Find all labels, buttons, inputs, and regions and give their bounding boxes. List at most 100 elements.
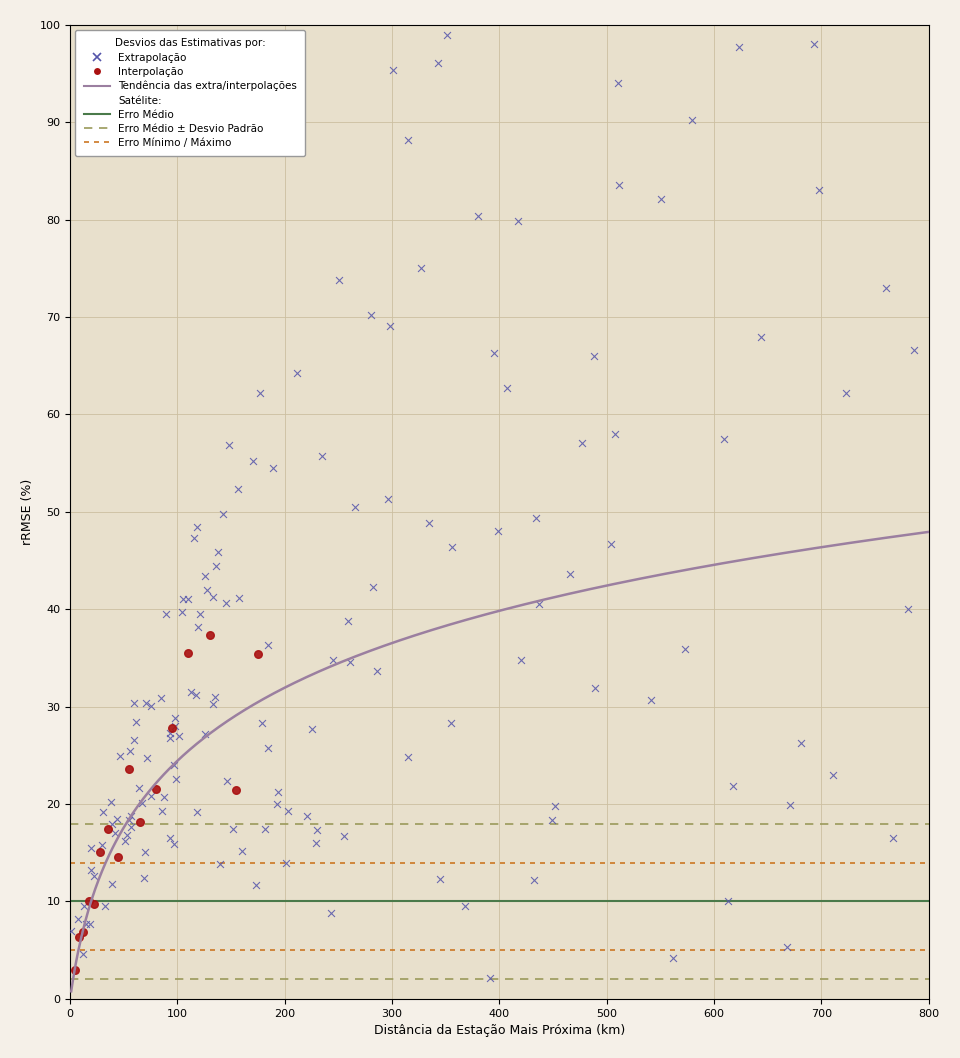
Point — [526, 872, 541, 889]
Point — [123, 808, 138, 825]
Point — [216, 505, 231, 522]
Point — [139, 750, 155, 767]
Point — [514, 652, 529, 669]
Point — [270, 796, 285, 813]
Point — [110, 849, 126, 865]
Point — [189, 687, 204, 704]
Point — [251, 645, 266, 662]
Point — [228, 782, 244, 799]
Point — [205, 695, 221, 712]
Point — [189, 519, 204, 536]
Point — [162, 829, 178, 846]
Point — [380, 491, 396, 508]
Point — [148, 781, 163, 798]
Point — [104, 794, 119, 810]
Point — [143, 698, 158, 715]
Point — [457, 897, 472, 914]
Point — [271, 784, 286, 801]
Point — [261, 740, 276, 756]
Point — [193, 606, 208, 623]
Legend: Extrapolação, Interpolação, Tendência das extra/interpolações, Satélite:, Erro M: Extrapolação, Interpolação, Tendência da… — [75, 30, 305, 157]
Point — [314, 448, 329, 464]
Point — [167, 710, 182, 727]
Point — [544, 811, 560, 828]
Point — [324, 905, 339, 922]
Point — [665, 949, 681, 966]
Point — [168, 771, 183, 788]
Point — [208, 558, 224, 574]
Point — [166, 835, 181, 852]
Point — [260, 637, 276, 654]
Point — [439, 26, 454, 43]
Point — [563, 565, 578, 582]
Point — [82, 892, 97, 909]
Point — [633, 7, 648, 24]
Point — [245, 452, 260, 469]
Point — [252, 384, 268, 401]
Point — [575, 434, 590, 451]
Point — [198, 726, 213, 743]
Point — [491, 523, 506, 540]
Point — [444, 539, 460, 555]
Point — [444, 715, 459, 732]
Point — [175, 604, 190, 621]
Point — [97, 898, 112, 915]
Point — [126, 694, 141, 711]
Point — [230, 480, 246, 497]
X-axis label: Distância da Estação Mais Próxima (km): Distância da Estação Mais Próxima (km) — [373, 1024, 625, 1037]
Point — [726, 778, 741, 795]
Point — [483, 970, 498, 987]
Point — [162, 725, 178, 742]
Point — [720, 892, 735, 909]
Point — [225, 820, 240, 837]
Point — [432, 871, 447, 888]
Point — [172, 728, 187, 745]
Point — [839, 384, 854, 401]
Point — [340, 613, 355, 630]
Point — [257, 821, 273, 838]
Point — [156, 789, 172, 806]
Point — [92, 843, 108, 860]
Point — [364, 307, 379, 324]
Point — [528, 510, 543, 527]
Point — [186, 530, 202, 547]
Point — [280, 803, 296, 820]
Point — [266, 459, 281, 476]
Point — [124, 819, 139, 836]
Point — [68, 962, 84, 979]
Y-axis label: rRMSE (%): rRMSE (%) — [21, 478, 34, 545]
Point — [127, 731, 142, 748]
Point — [105, 816, 120, 833]
Point — [900, 601, 916, 618]
Point — [780, 938, 795, 955]
Point — [75, 945, 90, 962]
Point — [511, 213, 526, 230]
Point — [370, 662, 385, 679]
Point — [878, 279, 894, 296]
Point — [112, 747, 128, 764]
Point — [300, 807, 315, 824]
Point — [189, 804, 204, 821]
Point — [100, 821, 115, 838]
Point — [474, 1015, 490, 1032]
Point — [183, 683, 199, 700]
Point — [885, 829, 900, 846]
Point — [249, 877, 264, 894]
Point — [198, 567, 213, 584]
Point — [531, 596, 546, 613]
Point — [108, 824, 123, 841]
Point — [653, 190, 668, 207]
Point — [612, 177, 627, 194]
Point — [782, 797, 798, 814]
Point — [793, 735, 808, 752]
Point — [643, 691, 659, 708]
Point — [290, 364, 305, 381]
Point — [180, 644, 196, 661]
Point — [220, 772, 235, 789]
Point — [164, 719, 180, 736]
Point — [304, 720, 320, 737]
Point — [811, 181, 827, 198]
Point — [134, 795, 150, 811]
Point — [709, 7, 725, 24]
Point — [331, 271, 347, 288]
